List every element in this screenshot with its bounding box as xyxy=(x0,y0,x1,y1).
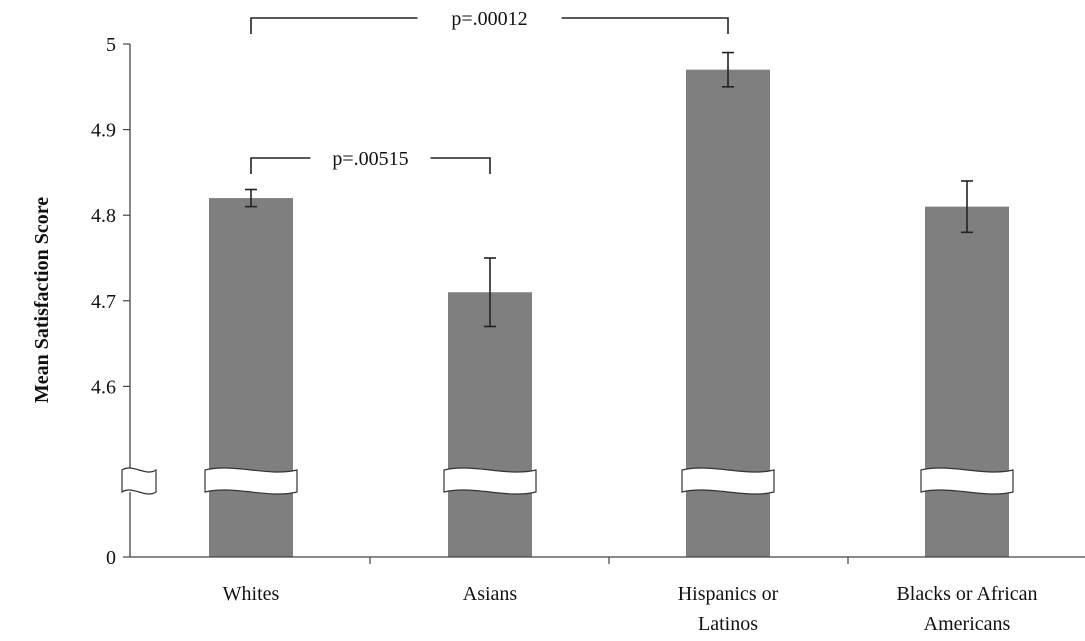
y-tick-label: 4.6 xyxy=(91,376,116,398)
y-tick-label: 4.8 xyxy=(91,205,116,227)
p-value-bracket-whites-asians: p=.00515 xyxy=(250,148,491,174)
y-tick-label: 0 xyxy=(106,547,116,569)
y-axis-break-mark xyxy=(121,467,157,495)
p-value-bracket-whites-asians-label: p=.00515 xyxy=(332,148,408,170)
axis-break-layer xyxy=(204,467,1014,495)
x-category-label: Hispanics or Latinos xyxy=(678,583,779,635)
error-bars-layer xyxy=(245,51,973,328)
x-category-label: Blacks or African Americans xyxy=(896,583,1037,635)
bars-layer xyxy=(209,69,1009,558)
y-tick-label: 4.9 xyxy=(91,120,116,142)
bar-break-mark xyxy=(681,467,775,495)
p-value-bracket-whites-hispanics-label: p=.00012 xyxy=(451,8,527,30)
y-axis-label: Mean Satisfaction Score xyxy=(31,197,53,403)
y-tick-label: 5 xyxy=(106,34,116,56)
significance-annotations: p=.00012 p=.00515 xyxy=(250,8,729,174)
p-value-bracket-whites-asians-line xyxy=(250,157,491,174)
x-category-label: Whites xyxy=(223,583,280,605)
bar-break-mark xyxy=(920,467,1014,495)
p-value-bracket-whites-hispanics-line xyxy=(250,17,729,34)
bar-asians xyxy=(448,292,532,557)
bar-blacks-or-african-americans xyxy=(925,206,1009,557)
x-category-labels: Whites Asians Hispanics or Latinos Blacks or… xyxy=(223,583,1038,635)
x-category-label: Asians xyxy=(463,583,518,605)
bar-break-mark xyxy=(204,467,298,495)
axes-layer xyxy=(121,43,1085,564)
y-tick-label: 4.7 xyxy=(91,291,116,313)
y-tick-labels: 0 4.6 4.7 4.8 4.9 5 xyxy=(91,34,116,569)
p-value-bracket-whites-hispanics: p=.00012 xyxy=(250,8,729,34)
bar-break-mark xyxy=(443,467,537,495)
bar-whites xyxy=(209,198,293,557)
